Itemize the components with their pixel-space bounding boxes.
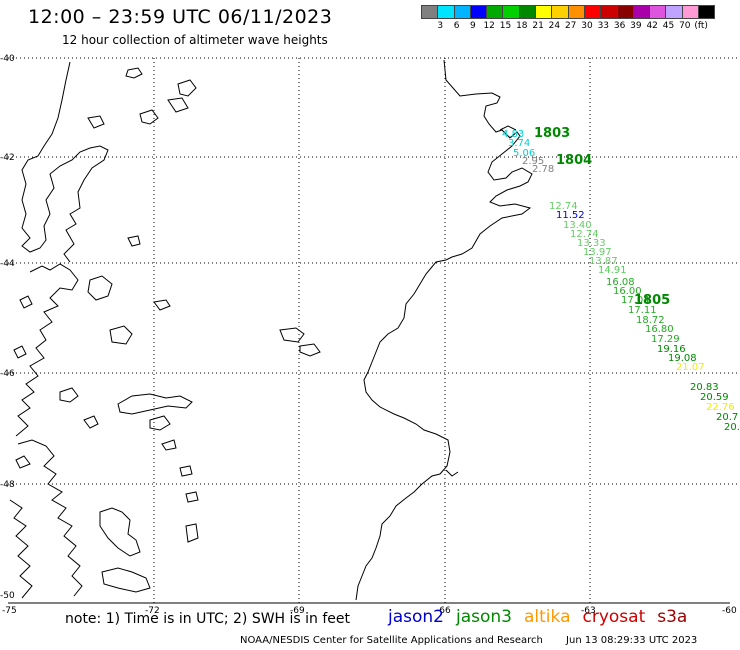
- longitude-labels: -75 -72 -69 -66 -63 -60: [2, 606, 737, 616]
- credit-line: NOAA/NESDIS Center for Satellite Applica…: [240, 635, 697, 646]
- pass-time-labels: 1803 1804 1805: [534, 126, 670, 308]
- scale-label: 27: [564, 21, 577, 31]
- lat-label: -46: [0, 369, 15, 379]
- wave-height-label: 21.07: [676, 362, 705, 373]
- coastline: [9, 59, 533, 601]
- wave-height-label: 20.59: [700, 392, 729, 403]
- lon-label: -75: [2, 606, 17, 616]
- wave-height-label: 19.08: [668, 353, 697, 364]
- wave-height-label: 16.80: [645, 324, 674, 335]
- scale-label: 42: [646, 21, 658, 31]
- scale-label: 70: [679, 21, 691, 31]
- credit-text: NOAA/NESDIS Center for Satellite Applica…: [240, 635, 543, 646]
- scale-label: (ft): [694, 21, 708, 31]
- lat-label: -50: [0, 591, 15, 601]
- satellite-name: jason3: [456, 607, 512, 627]
- wave-height-label: 17.11: [628, 305, 657, 316]
- wave-height-label: 12.74: [549, 201, 578, 212]
- scale-label: 6: [453, 21, 460, 31]
- wave-height-label: 13.87: [589, 256, 618, 267]
- scale-label: 33: [597, 21, 610, 31]
- wave-height-observations: 4.833.745.062.952.7812.7411.5213.4012.74…: [502, 129, 740, 433]
- scale-label: 3: [437, 21, 444, 31]
- satellite-name: s3a: [657, 607, 688, 627]
- scale-label: 39: [630, 21, 642, 31]
- wave-height-label: 2.78: [532, 164, 554, 175]
- lon-label: -60: [722, 606, 737, 616]
- map-subtitle: 12 hour collection of altimeter wave hei…: [62, 33, 328, 47]
- pass-time-label: 1803: [534, 126, 570, 141]
- wave-height-color-scale: [421, 5, 716, 19]
- map-title: 12:00 – 23:59 UTC 06/11/2023: [28, 6, 333, 28]
- satellite-legend: jason2 jason3 altika cryosat s3a: [388, 607, 699, 627]
- scale-swatch: [698, 5, 716, 19]
- scale-label: 15: [499, 21, 512, 31]
- wave-height-label: 22.76: [706, 402, 735, 413]
- wave-height-label: 13.40: [563, 220, 592, 231]
- wave-height-label: 20.83: [690, 382, 719, 393]
- wave-height-label: 13.97: [583, 247, 612, 258]
- scale-label: 24: [548, 21, 561, 31]
- wave-height-label: 20.: [724, 422, 740, 433]
- lat-label: -40: [0, 54, 15, 64]
- graticule-grid: [8, 57, 740, 603]
- wave-height-label: 5.06: [513, 148, 535, 159]
- wave-height-label: 20.7: [716, 412, 738, 423]
- satellite-name: cryosat: [582, 607, 646, 627]
- wave-height-label: 14.91: [598, 265, 627, 276]
- wave-height-label: 17.29: [651, 334, 680, 345]
- wave-height-label: 17.04: [621, 295, 650, 306]
- wave-height-label: 18.72: [636, 315, 665, 326]
- lat-label: -48: [0, 480, 15, 490]
- scale-label: 21: [532, 21, 544, 31]
- wave-height-label: 16.00: [613, 286, 642, 297]
- lon-label: -69: [290, 606, 305, 616]
- scale-label: 12: [483, 21, 495, 31]
- scale-label: 18: [516, 21, 528, 31]
- wave-height-label: 2.95: [522, 156, 544, 167]
- pass-time-label: 1805: [634, 293, 670, 308]
- footer-note: note: 1) Time is in UTC; 2) SWH is in fe…: [65, 611, 351, 627]
- lat-label: -44: [0, 259, 15, 269]
- pass-time-label: 1804: [556, 153, 592, 168]
- wave-height-label: 16.08: [606, 277, 635, 288]
- scale-label: 9: [470, 21, 476, 31]
- satellite-name: jason2: [388, 607, 444, 627]
- lat-label: -42: [0, 153, 15, 163]
- wave-height-label: 19.16: [657, 344, 686, 355]
- scale-label: 36: [613, 21, 626, 31]
- lon-label: -72: [145, 606, 160, 616]
- scale-label: 30: [581, 21, 593, 31]
- wave-height-label: 3.74: [508, 138, 530, 149]
- wave-height-label: 4.83: [502, 129, 524, 140]
- generated-timestamp: Jun 13 08:29:33 UTC 2023: [566, 635, 698, 646]
- latitude-labels: -40 -42 -44 -46 -48 -50: [0, 54, 15, 601]
- scale-label: 45: [662, 21, 675, 31]
- wave-height-label: 13.33: [577, 238, 606, 249]
- satellite-name: altika: [524, 607, 571, 627]
- lon-label: -66: [436, 606, 451, 616]
- wave-height-label: 11.52: [556, 210, 585, 221]
- wave-height-label: 12.74: [570, 229, 599, 240]
- lon-label: -63: [581, 606, 596, 616]
